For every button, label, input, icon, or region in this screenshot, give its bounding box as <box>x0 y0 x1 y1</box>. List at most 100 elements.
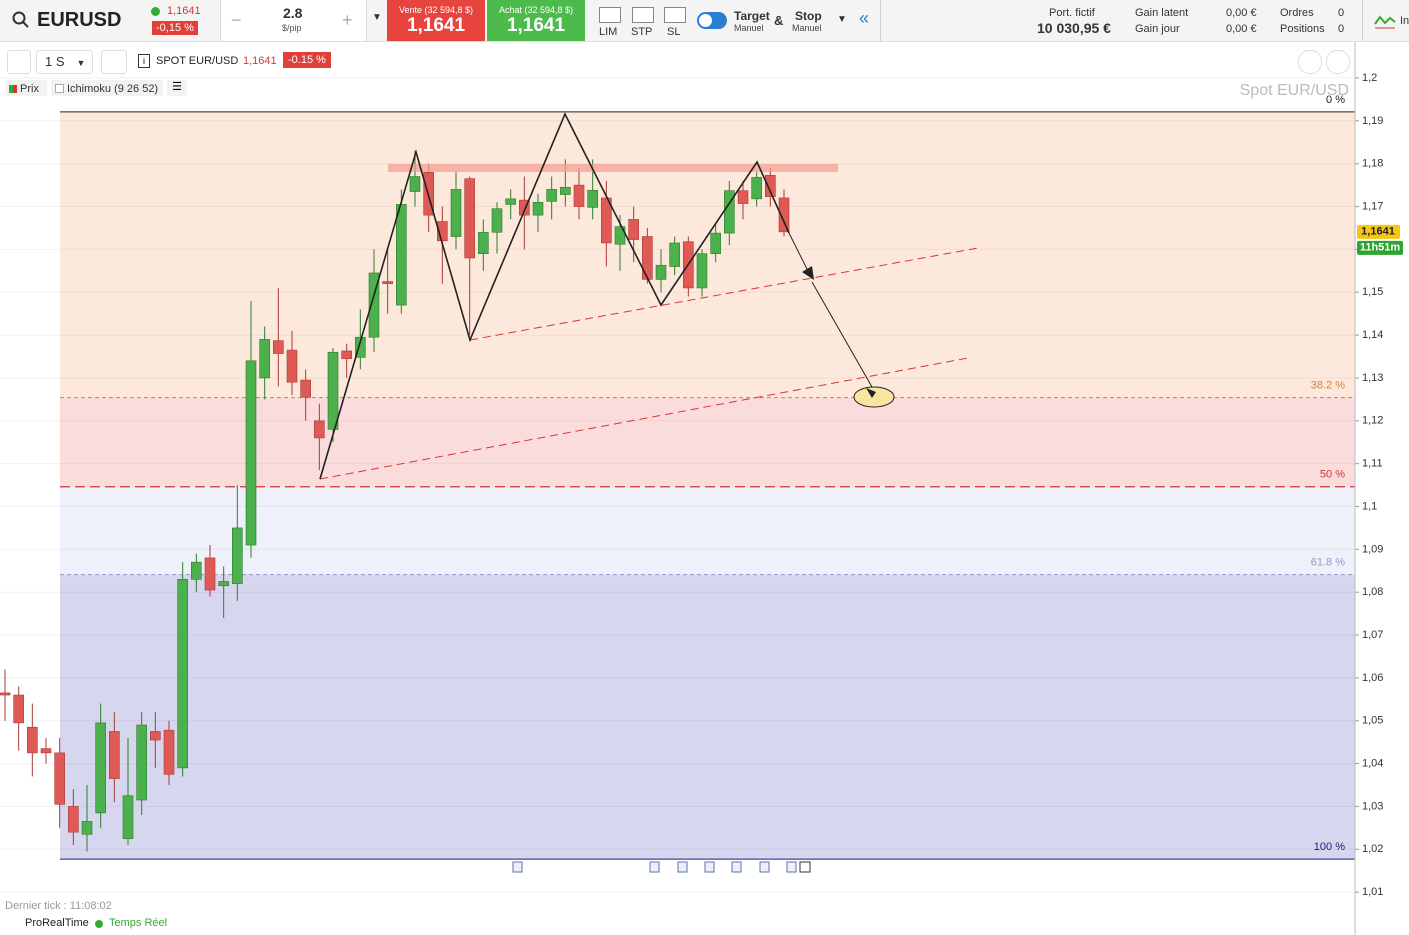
candle-body <box>396 204 407 306</box>
arrow-head <box>866 388 876 398</box>
y-tick-label: 1,14 <box>1362 329 1383 341</box>
candle-body <box>314 420 325 439</box>
candle-body <box>259 339 270 379</box>
target-ellipse <box>853 386 895 408</box>
legend-price[interactable]: Prix <box>5 80 47 96</box>
fib-zone <box>60 397 1355 487</box>
candle-body <box>368 272 380 338</box>
y-tick-label: 1,18 <box>1362 158 1383 170</box>
buy-button[interactable]: Achat (32 594,8 $) 1,1641 <box>487 0 585 41</box>
trend-line <box>319 357 969 480</box>
fib-zone <box>60 111 1355 398</box>
y-tick-label: 1,02 <box>1362 843 1383 855</box>
pip-box <box>220 0 367 41</box>
target: Target <box>734 9 770 23</box>
plus[interactable]: + <box>342 10 353 30</box>
arrow <box>811 281 873 388</box>
order-button[interactable]: SL <box>667 26 681 38</box>
order-button[interactable]: LIM <box>599 26 618 38</box>
watermark: Spot EUR/USD <box>1240 82 1349 99</box>
candle-body <box>204 557 216 591</box>
gain-latent-value: 0,00 € <box>1226 7 1257 19</box>
orders-value: 0 <box>1338 7 1345 19</box>
fib-zone <box>60 574 1355 860</box>
separator <box>880 0 881 41</box>
y-tick-label: 1,13 <box>1362 372 1383 384</box>
candle-body <box>464 178 475 259</box>
drawings <box>319 112 979 480</box>
candle-body <box>532 201 544 216</box>
candle-body <box>478 231 489 254</box>
symbol[interactable]: EURUSD <box>37 9 122 31</box>
candle-body <box>232 527 243 584</box>
price: 1,1641 <box>167 5 201 17</box>
stop: Stop <box>795 9 822 23</box>
candle-body <box>642 236 653 280</box>
order-button[interactable]: STP <box>631 26 653 38</box>
buy-label: Achat (32 594,8 $) <box>498 5 574 15</box>
candle-body <box>327 351 339 430</box>
candle-body <box>355 336 366 358</box>
more[interactable]: In <box>1400 15 1409 27</box>
list-button[interactable]: ☰ <box>167 80 187 96</box>
positions-value: 0 <box>1338 23 1345 35</box>
gain-jour-value: 0,00 € <box>1226 23 1257 35</box>
y-tick-label: 1,06 <box>1362 672 1383 684</box>
search-icon[interactable] <box>12 11 30 29</box>
candle-body <box>286 349 298 383</box>
y-tick-label: 1,05 <box>1362 715 1383 727</box>
minus[interactable]: − <box>231 10 242 30</box>
candle-body <box>245 360 257 546</box>
gain-jour: Gain jour <box>1135 23 1180 35</box>
chart-type[interactable] <box>101 50 127 74</box>
candle-body <box>751 177 762 200</box>
settings-button[interactable] <box>1298 50 1322 74</box>
positions-label: Positions <box>1280 23 1325 35</box>
window-button[interactable] <box>1326 50 1350 74</box>
candle-body <box>655 264 667 280</box>
pip-value: 2.8 <box>283 5 303 21</box>
status-dot <box>151 7 160 16</box>
candle-body <box>560 186 571 195</box>
change: -0,15 % <box>152 21 198 35</box>
y-tick-label: 1,11 <box>1362 458 1383 470</box>
event-icons <box>512 861 811 873</box>
dropdown[interactable]: ▼ <box>372 12 382 23</box>
arrow-head <box>802 266 814 280</box>
candle-body <box>491 208 503 233</box>
collapse[interactable]: « <box>859 8 870 28</box>
fib-zone <box>60 486 1355 575</box>
last-price-label: 1,1641 <box>1361 226 1395 238</box>
separator <box>1362 0 1363 41</box>
header-price: 1,1641 <box>243 55 277 67</box>
fib-label: 0 % <box>1326 94 1345 106</box>
candle-body <box>409 176 421 192</box>
timeframe[interactable]: 1 S ▼ <box>36 50 93 74</box>
legend-indicator[interactable]: Ichimoku (9 26 52) <box>51 80 163 96</box>
candle-body <box>191 561 202 580</box>
mouse-button[interactable] <box>7 50 31 74</box>
gain-latent: Gain latent <box>1135 7 1189 19</box>
candle-body <box>27 726 38 754</box>
candle-body <box>54 752 65 805</box>
candle-body <box>300 379 311 398</box>
candle-body <box>218 581 229 587</box>
sell-button[interactable]: Vente (32 594,8 $) 1,1641 <box>387 0 485 41</box>
candle-body <box>710 232 721 254</box>
y-tick-label: 1,04 <box>1362 758 1383 770</box>
toggle[interactable] <box>697 12 727 29</box>
candle-body <box>778 197 790 233</box>
pip-unit: $/pip <box>282 23 302 33</box>
candle-body <box>765 174 776 197</box>
arrow <box>788 232 811 276</box>
realtime-dot <box>95 920 103 928</box>
candle-body <box>95 722 106 814</box>
y-tick-label: 1,07 <box>1362 629 1383 641</box>
timer-box <box>1357 240 1403 255</box>
candle-body <box>450 189 462 237</box>
portfolio-label: Port. fictif <box>1049 7 1095 19</box>
indicator-icon[interactable] <box>1374 12 1396 30</box>
y-tick-label: 1,2 <box>1362 72 1377 84</box>
dropdown[interactable]: ▼ <box>837 14 847 25</box>
info-icon[interactable]: i <box>138 54 150 68</box>
